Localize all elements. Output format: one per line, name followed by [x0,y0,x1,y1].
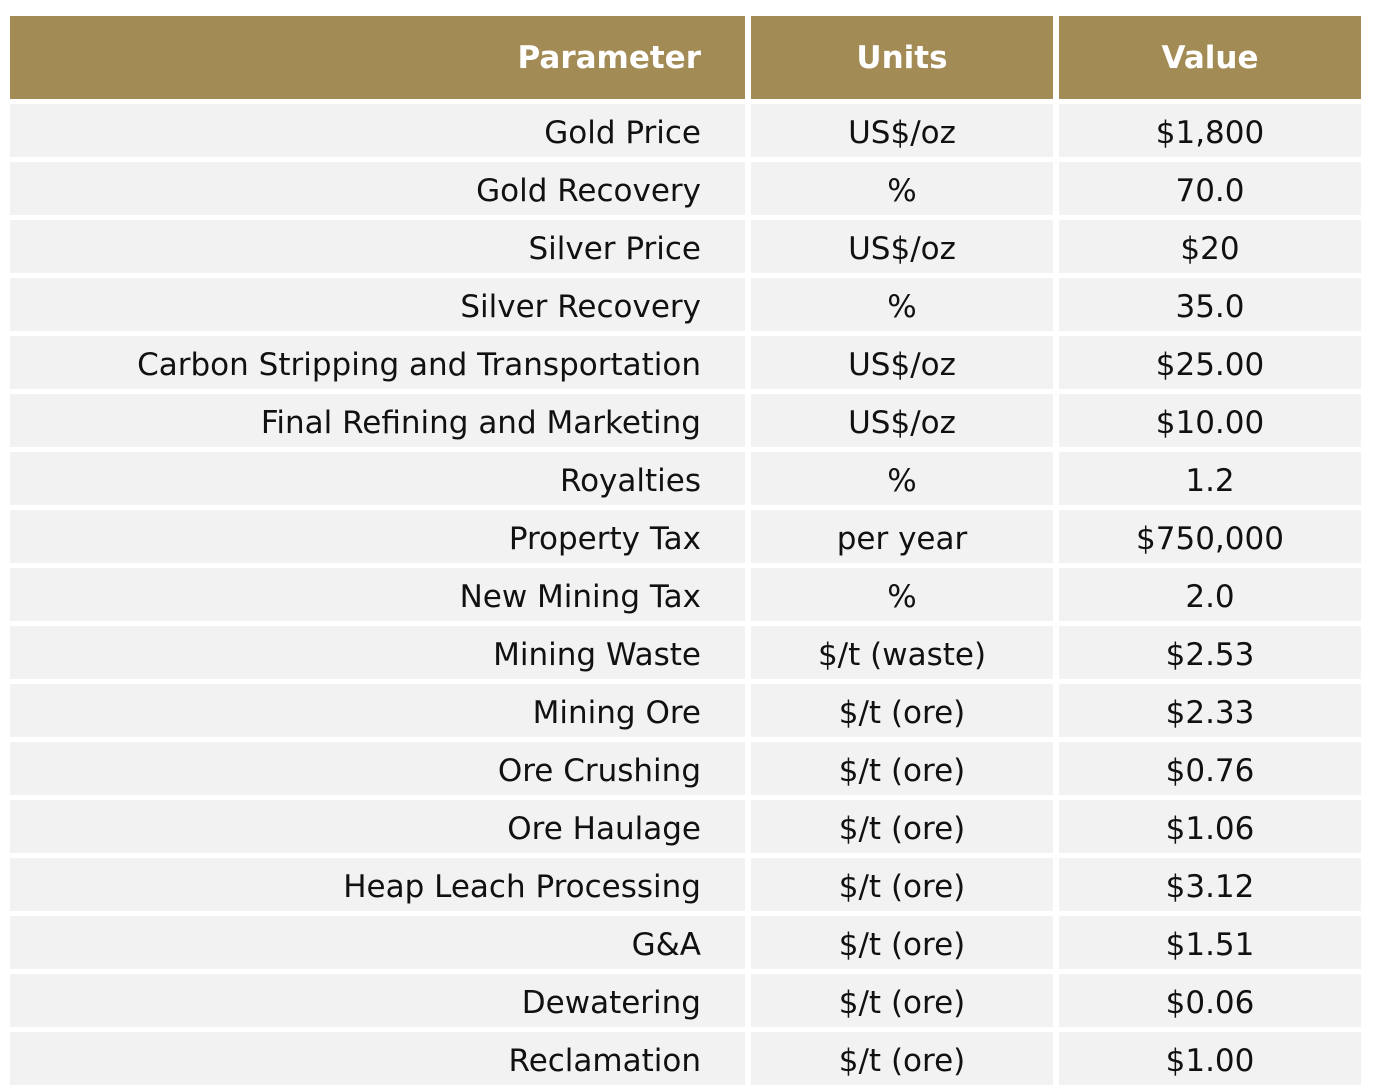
units-cell: US$/oz [751,336,1053,389]
parameter-cell: Property Tax [10,510,745,563]
units-cell: % [751,162,1053,215]
value-cell: $1.06 [1059,800,1361,853]
header-value: Value [1059,16,1361,99]
units-cell: % [751,278,1053,331]
parameter-cell: Ore Crushing [10,742,745,795]
value-cell: $750,000 [1059,510,1361,563]
parameter-cell: Silver Recovery [10,278,745,331]
value-cell: $10.00 [1059,394,1361,447]
units-cell: $/t (waste) [751,626,1053,679]
value-cell: $1,800 [1059,104,1361,157]
units-cell: per year [751,510,1053,563]
parameter-cell: New Mining Tax [10,568,745,621]
table-row: Carbon Stripping and Transportation US$/… [10,336,1361,389]
parameter-cell: Royalties [10,452,745,505]
value-cell: 1.2 [1059,452,1361,505]
table-header-row: Parameter Units Value [10,16,1361,99]
table-row: Property Tax per year $750,000 [10,510,1361,563]
units-cell: US$/oz [751,394,1053,447]
parameter-cell: Mining Ore [10,684,745,737]
value-cell: $3.12 [1059,858,1361,911]
parameter-cell: Dewatering [10,974,745,1027]
table-row: Silver Price US$/oz $20 [10,220,1361,273]
table-row: New Mining Tax % 2.0 [10,568,1361,621]
value-cell: 2.0 [1059,568,1361,621]
table-row: Reclamation $/t (ore) $1.00 [10,1032,1361,1085]
table-row: Final Refining and Marketing US$/oz $10.… [10,394,1361,447]
units-cell: $/t (ore) [751,974,1053,1027]
parameter-cell: Gold Recovery [10,162,745,215]
table-row: Mining Waste $/t (waste) $2.53 [10,626,1361,679]
units-cell: US$/oz [751,220,1053,273]
units-cell: % [751,452,1053,505]
parameters-table: Parameter Units Value Gold Price US$/oz … [10,16,1361,1090]
parameter-cell: Reclamation [10,1032,745,1085]
parameter-cell: Final Refining and Marketing [10,394,745,447]
header-parameter: Parameter [10,16,745,99]
parameter-cell: Carbon Stripping and Transportation [10,336,745,389]
table-row: Dewatering $/t (ore) $0.06 [10,974,1361,1027]
units-cell: $/t (ore) [751,684,1053,737]
value-cell: $0.06 [1059,974,1361,1027]
value-cell: $2.53 [1059,626,1361,679]
units-cell: $/t (ore) [751,1032,1053,1085]
value-cell: $2.33 [1059,684,1361,737]
value-cell: 35.0 [1059,278,1361,331]
table-row: Mining Ore $/t (ore) $2.33 [10,684,1361,737]
table-row: Gold Recovery % 70.0 [10,162,1361,215]
units-cell: $/t (ore) [751,800,1053,853]
table-row: G&A $/t (ore) $1.51 [10,916,1361,969]
units-cell: $/t (ore) [751,742,1053,795]
units-cell: US$/oz [751,104,1053,157]
table-row: Gold Price US$/oz $1,800 [10,104,1361,157]
parameter-cell: G&A [10,916,745,969]
value-cell: $20 [1059,220,1361,273]
units-cell: $/t (ore) [751,858,1053,911]
table-row: Ore Crushing $/t (ore) $0.76 [10,742,1361,795]
table-row: Ore Haulage $/t (ore) $1.06 [10,800,1361,853]
value-cell: $1.51 [1059,916,1361,969]
units-cell: $/t (ore) [751,916,1053,969]
parameter-cell: Gold Price [10,104,745,157]
value-cell: $0.76 [1059,742,1361,795]
table-row: Royalties % 1.2 [10,452,1361,505]
table-row: Silver Recovery % 35.0 [10,278,1361,331]
value-cell: $25.00 [1059,336,1361,389]
units-cell: % [751,568,1053,621]
value-cell: 70.0 [1059,162,1361,215]
parameter-cell: Ore Haulage [10,800,745,853]
parameter-cell: Silver Price [10,220,745,273]
header-units: Units [751,16,1053,99]
value-cell: $1.00 [1059,1032,1361,1085]
table-row: Heap Leach Processing $/t (ore) $3.12 [10,858,1361,911]
parameter-cell: Mining Waste [10,626,745,679]
parameter-cell: Heap Leach Processing [10,858,745,911]
